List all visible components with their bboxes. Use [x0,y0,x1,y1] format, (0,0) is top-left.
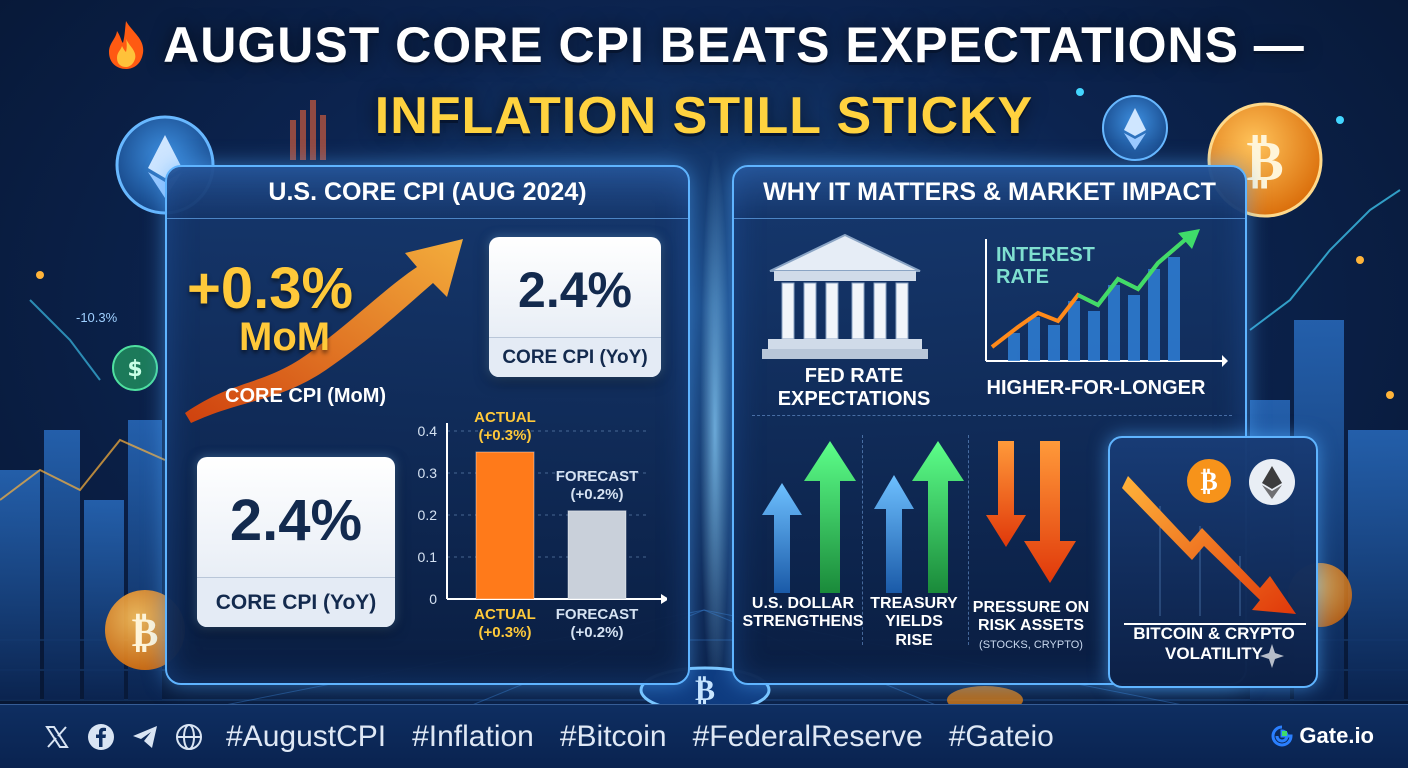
sparkle-icon [1260,644,1284,668]
bar-top-label: (+0.2%) [571,486,624,503]
hashtag-gateio[interactable]: #Gateio [948,719,1054,753]
interest-rate-chart-icon: INTEREST RATE [985,229,1228,367]
interest-rate-text-line2: RATE [996,266,1049,288]
bar-top-label: ACTUAL [474,409,536,426]
column-divider [968,435,969,645]
ty-label-line2: YIELDS [885,613,943,631]
svg-text:₿: ₿ [132,610,159,656]
x-category-label: (+0.2%) [571,624,624,641]
higher-for-longer-label: HIGHER-FOR-LONGER [986,377,1206,399]
svg-text:₿: ₿ [1246,129,1283,194]
ethereum-coin-icon [1249,459,1295,505]
side-ticker: -10.3% [76,310,118,325]
risk-assets-label: PRESSURE ON RISK ASSETS [966,599,1096,636]
yoy-bottom-value: 2.4% [229,488,363,553]
fed-rate-label-line1: FED RATE [804,365,904,387]
rising-arrow-icon [185,239,463,423]
bar-top-label: (+0.3%) [479,427,532,444]
social-icons [42,722,204,752]
title-line1: AUGUST CORE CPI BEATS EXPECTATIONS — [163,17,1305,73]
crypto-vol-label-line1: BITCOIN & CRYPTO [1133,624,1295,643]
mom-unit: MoM [239,315,331,359]
footer-bar: #AugustCPI #Inflation #Bitcoin #FederalR… [0,704,1408,768]
x-axis-arrow [661,594,667,604]
svg-text:$: $ [127,357,142,382]
ty-label-line1: TREASURY [870,595,958,612]
bitcoin-coin-icon: ₿ [1187,459,1231,503]
hashtag-august-cpi[interactable]: #AugustCPI [226,719,387,753]
x-category-label: FORECAST [556,606,639,623]
x-category-label: (+0.3%) [479,624,532,641]
telegram-icon[interactable] [130,722,160,752]
dollar-up-arrows-icon [762,441,856,593]
hashtag-federal-reserve[interactable]: #FederalReserve [692,719,923,753]
mom-value: +0.3% [187,256,354,321]
crypto-volatility-label: BITCOIN & CRYPTO VOLATILITY [1116,624,1312,663]
hashtag-inflation[interactable]: #Inflation [412,719,534,753]
svg-text:₿: ₿ [1200,467,1217,497]
yoy-card-bottom: 2.4% CORE CPI (YoY) [197,457,395,627]
gate-logo-icon [1271,725,1293,747]
core-cpi-panel: U.S. CORE CPI (AUG 2024) +0.3% MoM CORE … [165,165,690,685]
brand-name: Gate.io [1299,723,1374,748]
fed-rate-label-line2: EXPECTATIONS [777,388,931,410]
fed-rate-label: FED RATE EXPECTATIONS [754,365,954,411]
treasury-up-arrows-icon [874,441,964,593]
interest-rate-text-line1: INTEREST [996,244,1095,266]
mom-label: CORE CPI (MoM) [225,385,387,407]
yoy-card-top: 2.4% CORE CPI (YoY) [489,237,661,377]
facebook-icon[interactable] [86,722,116,752]
risk-assets-down-arrows-icon [986,441,1076,583]
y-tick-label: 0.4 [418,423,438,439]
yoy-bottom-label: CORE CPI (YoY) [197,577,395,627]
fire-icon [109,21,144,69]
cpi-bar-chart: 00.10.20.30.4ACTUAL(+0.3%)ACTUAL(+0.3%)F… [418,409,667,641]
actual-bar [475,451,535,600]
y-tick-label: 0 [429,591,437,607]
yoy-top-label: CORE CPI (YoY) [489,337,661,377]
core-cpi-panel-header: U.S. CORE CPI (AUG 2024) [167,167,688,219]
title-line2: INFLATION STILL STICKY [374,87,1034,145]
column-divider [862,435,863,645]
treasury-yields-label: TREASURY YIELDS RISE [864,595,964,650]
crypto-decline-chart-icon [1122,476,1306,625]
y-tick-label: 0.3 [418,465,438,481]
page-title: AUGUST CORE CPI BEATS EXPECTATIONS — INF… [0,14,1408,146]
x-icon[interactable] [42,722,72,752]
brand-logo[interactable]: Gate.io [1271,723,1374,749]
yoy-top-value: 2.4% [518,262,632,318]
x-category-label: ACTUAL [474,606,536,623]
pra-label-line2: RISK ASSETS [977,617,1085,635]
risk-assets-sublabel: (STOCKS, CRYPTO) [979,639,1083,651]
globe-icon[interactable] [174,722,204,752]
y-tick-label: 0.2 [418,507,438,523]
section-divider [752,415,1232,416]
hashtag-list: #AugustCPI #Inflation #Bitcoin #FederalR… [226,720,1054,754]
market-impact-panel-header: WHY IT MATTERS & MARKET IMPACT [734,167,1245,219]
ty-label-line3: RISE [895,631,933,649]
hashtag-bitcoin[interactable]: #Bitcoin [559,719,667,753]
bar-top-label: FORECAST [556,468,639,485]
svg-text:₿: ₿ [695,673,715,708]
crypto-volatility-panel: ₿ BITCOIN & CRYPTO VOLATILITY [1108,436,1318,688]
pra-label-line1: PRESSURE ON [972,599,1090,616]
usd-label-line2: STRENGTHENS [742,613,864,631]
forecast-bar [567,510,627,600]
federal-reserve-building-icon [762,233,928,359]
usd-strengthens-label: U.S. DOLLAR STRENGTHENS [742,595,864,632]
crypto-vol-label-line2: VOLATILITY [1165,643,1263,663]
y-tick-label: 0.1 [418,549,438,565]
usd-label-line1: U.S. DOLLAR [751,595,855,612]
